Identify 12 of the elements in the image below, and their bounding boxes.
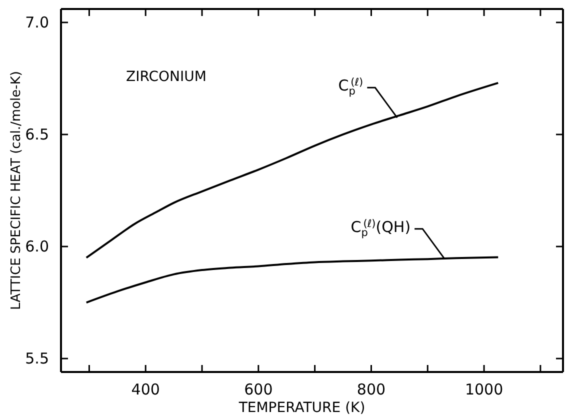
y-tick-label: 5.5 [25,349,49,368]
x-tick-label: 400 [131,380,160,399]
y-axis-title: LATTICE SPECIFIC HEAT (cal./mole-K) [9,71,24,310]
x-tick-label: 600 [244,380,273,399]
x-tick-label: 800 [356,380,386,399]
y-tick-label: 7.0 [25,13,49,32]
annotation: ZIRCONIUM [126,69,206,85]
x-axis-title: TEMPERATURE (K) [238,400,366,416]
y-tick-label: 6.0 [25,237,49,256]
x-tick-label: 1000 [464,380,504,399]
y-tick-label: 6.5 [25,125,49,144]
annotation: C$_{p}$$^{(ℓ)}$(QH) [350,217,411,239]
